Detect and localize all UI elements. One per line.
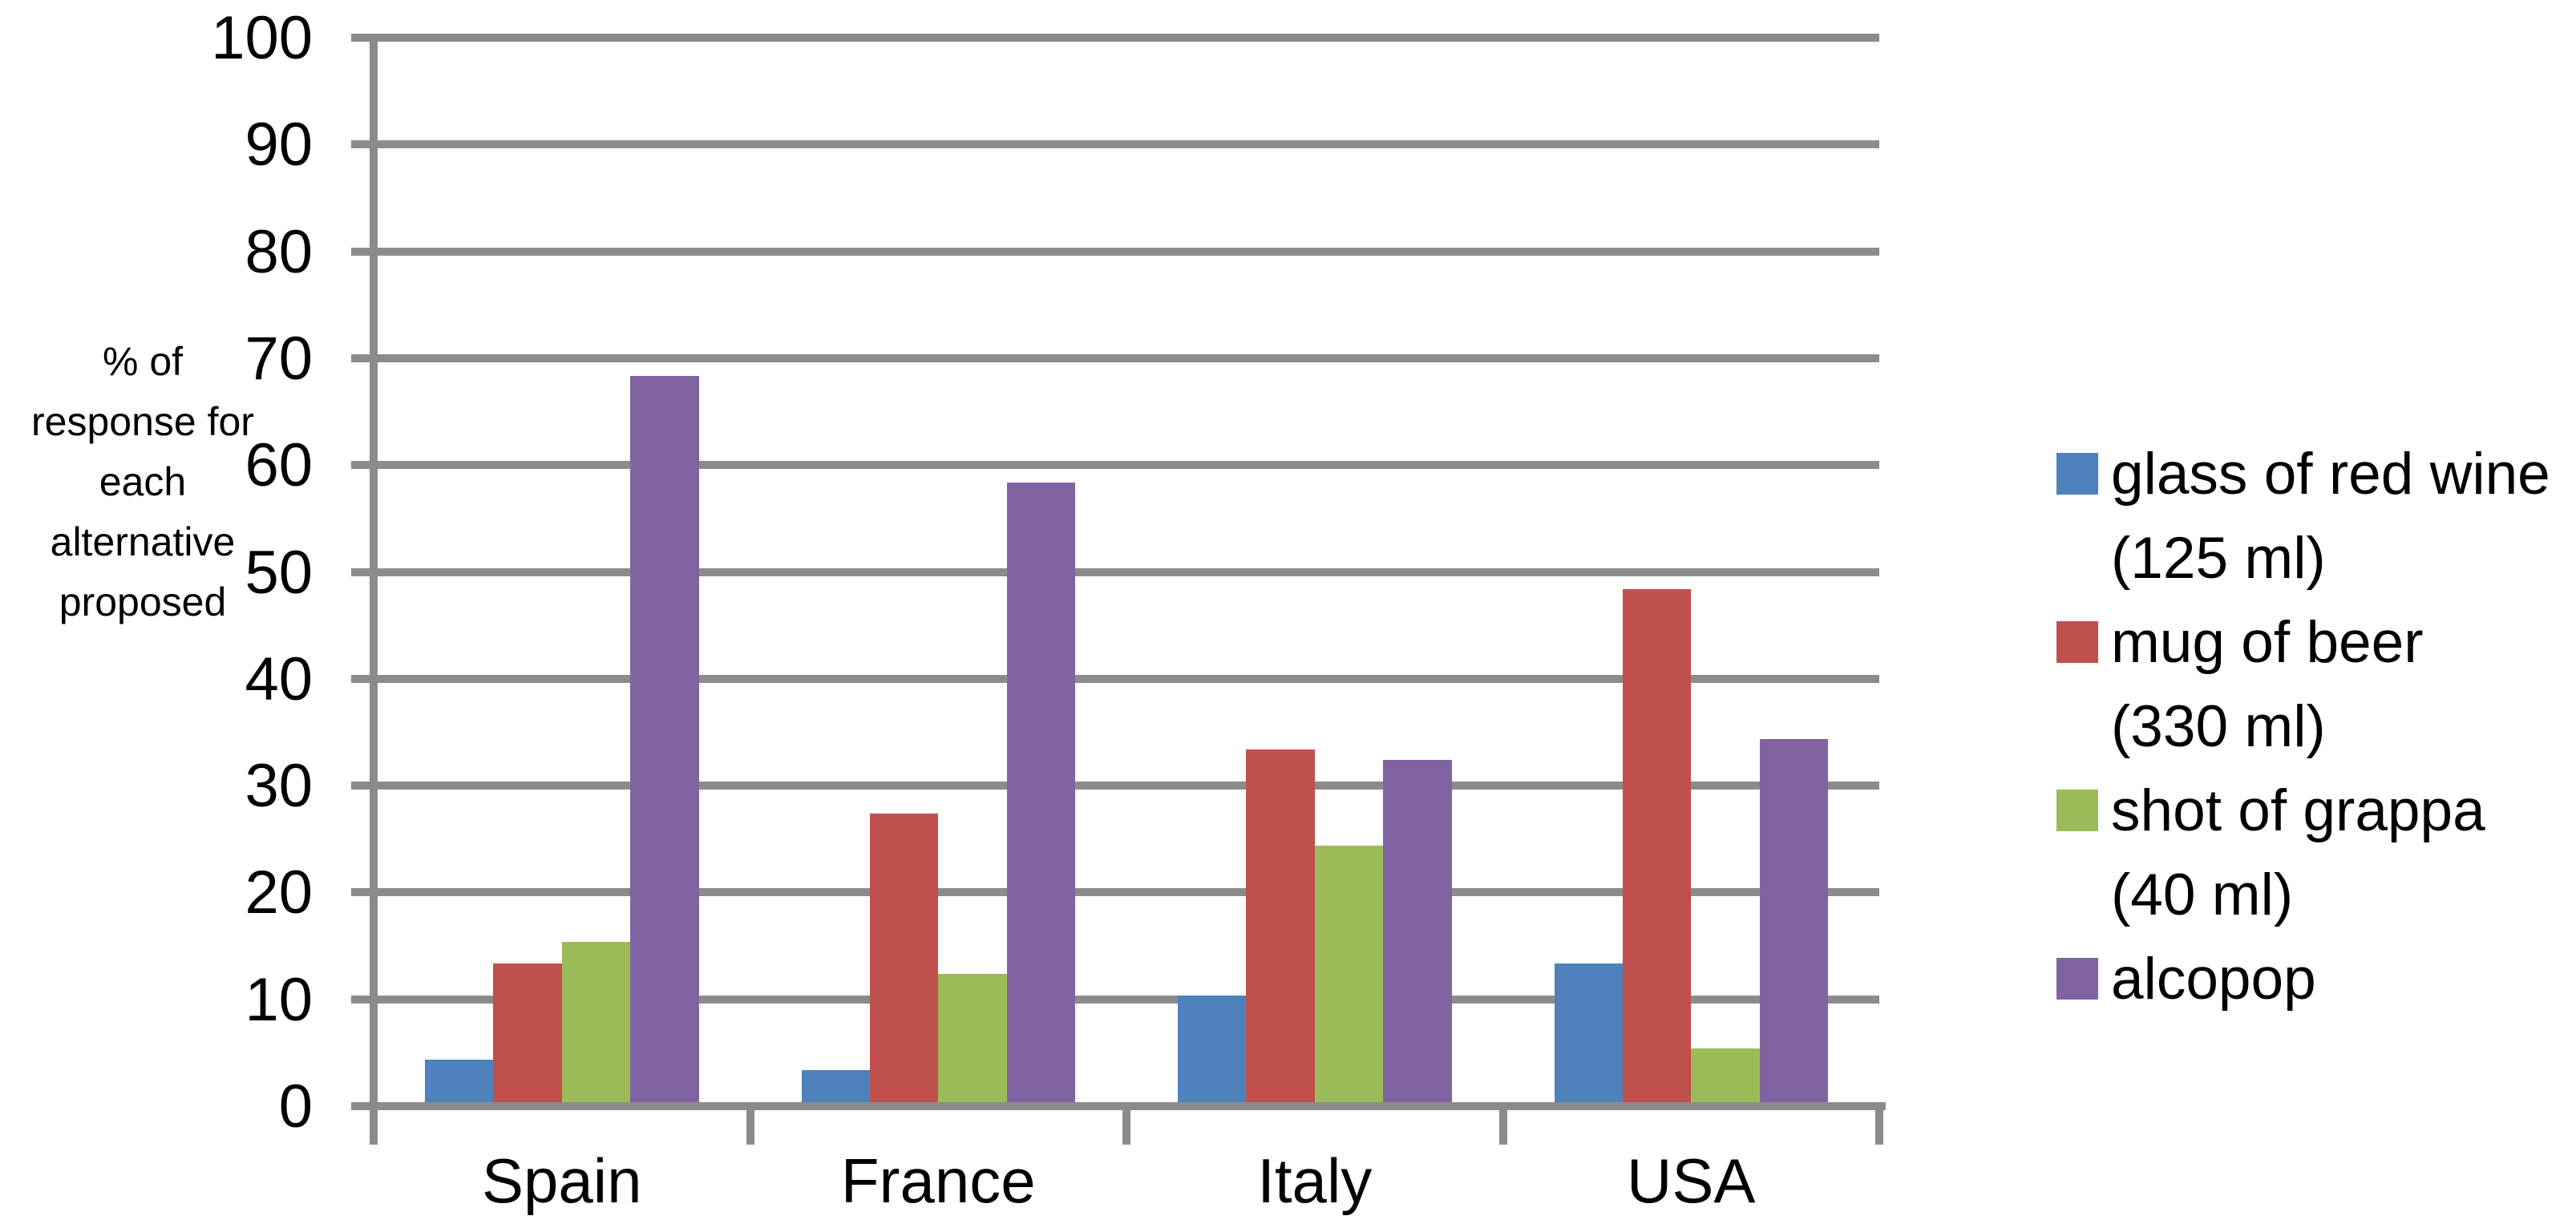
gridline — [351, 782, 1879, 790]
x-category-label-france: France — [840, 1145, 1036, 1216]
gridline — [351, 247, 1879, 256]
gridline — [351, 140, 1879, 149]
x-axis-line — [351, 1102, 1886, 1110]
bar-mug-of-beer-330-ml-italy — [1246, 749, 1315, 1102]
legend-color-swatch — [2056, 790, 2098, 831]
gridline — [351, 34, 1879, 42]
x-axis-tick — [370, 1106, 378, 1145]
y-tick-label: 0 — [278, 1072, 313, 1141]
bar-shot-of-grappa-40-ml-france — [938, 974, 1007, 1102]
x-category-label-spain: Spain — [482, 1145, 642, 1216]
legend-color-swatch — [2056, 958, 2098, 1000]
bar-glass-of-red-wine-125-ml-france — [801, 1070, 870, 1102]
x-category-label-usa: USA — [1627, 1145, 1756, 1216]
x-category-label-italy: Italy — [1257, 1145, 1373, 1216]
legend-item-alcopop: alcopop — [2056, 937, 2550, 1021]
bar-alcopop-spain — [630, 375, 699, 1102]
x-axis-tick — [1875, 1106, 1883, 1145]
bar-alcopop-usa — [1759, 738, 1829, 1102]
gridline — [351, 461, 1879, 470]
legend-label: mug of beer (330 ml) — [2111, 610, 2424, 759]
x-axis-tick — [1122, 1106, 1130, 1145]
bar-alcopop-france — [1006, 482, 1076, 1102]
legend-item-mug-of-beer-330-ml: mug of beer (330 ml) — [2056, 600, 2550, 769]
y-tick-label: 20 — [245, 858, 313, 927]
legend-color-swatch — [2056, 621, 2098, 663]
legend-label: glass of red wine (125 ml) — [2111, 442, 2550, 591]
x-axis-tick — [1498, 1106, 1507, 1145]
y-axis-line — [370, 34, 378, 1145]
bar-glass-of-red-wine-125-ml-usa — [1554, 963, 1623, 1102]
y-tick-label: 100 — [211, 4, 313, 72]
y-axis-title: % of response for each alternative propo… — [31, 339, 254, 624]
y-tick-label: 30 — [245, 752, 313, 821]
gridline — [351, 888, 1879, 897]
gridline — [351, 353, 1879, 362]
legend-item-glass-of-red-wine-125-ml: glass of red wine (125 ml) — [2056, 432, 2550, 600]
bar-mug-of-beer-330-ml-france — [869, 814, 939, 1102]
legend-item-shot-of-grappa-40-ml: shot of grappa (40 ml) — [2056, 769, 2550, 937]
y-tick-label: 10 — [245, 965, 313, 1034]
y-tick-label: 50 — [245, 538, 313, 607]
bar-shot-of-grappa-40-ml-italy — [1314, 846, 1384, 1102]
bar-mug-of-beer-330-ml-usa — [1622, 589, 1692, 1102]
x-axis-tick — [746, 1106, 754, 1145]
legend-label: alcopop — [2111, 947, 2316, 1012]
y-tick-label: 70 — [245, 324, 313, 393]
bar-shot-of-grappa-40-ml-spain — [561, 942, 631, 1102]
y-tick-label: 60 — [245, 431, 313, 500]
y-tick-label: 80 — [245, 217, 313, 286]
bar-glass-of-red-wine-125-ml-italy — [1178, 995, 1247, 1102]
gridline — [351, 674, 1879, 683]
bar-shot-of-grappa-40-ml-usa — [1691, 1048, 1760, 1102]
bar-glass-of-red-wine-125-ml-spain — [425, 1059, 494, 1102]
gridline — [351, 568, 1879, 576]
y-tick-label: 40 — [245, 644, 313, 713]
y-tick-label: 90 — [245, 111, 313, 180]
gridline — [351, 995, 1879, 1004]
legend-label: shot of grappa (40 ml) — [2111, 778, 2485, 927]
bar-mug-of-beer-330-ml-spain — [493, 963, 562, 1102]
legend: glass of red wine (125 ml) mug of beer (3… — [2056, 432, 2550, 1021]
bar-alcopop-italy — [1383, 760, 1452, 1102]
legend-color-swatch — [2056, 453, 2098, 495]
